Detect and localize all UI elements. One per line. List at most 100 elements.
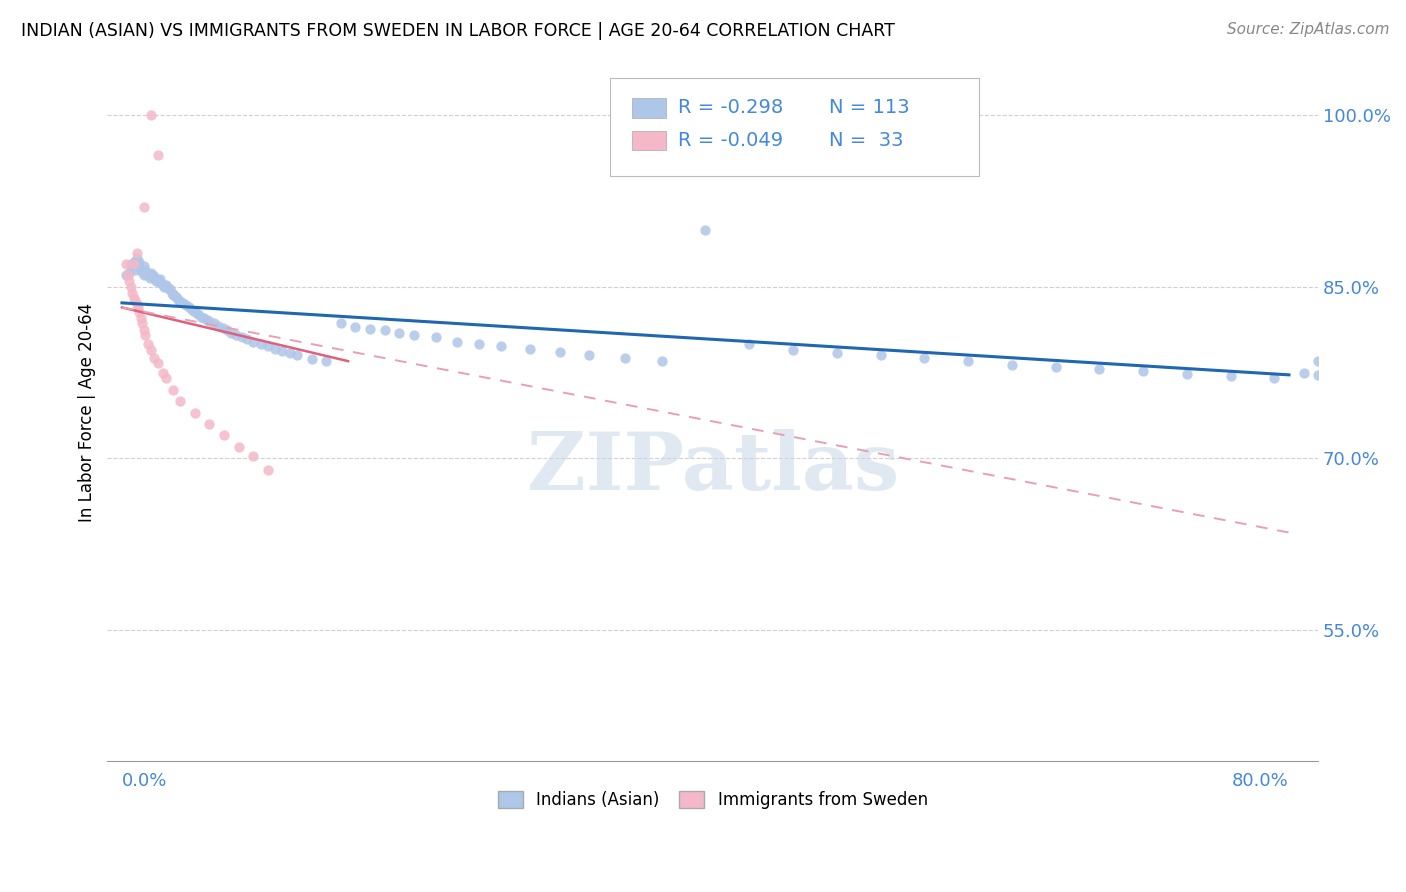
Point (143, 351, 166, 365)
Point (468, 337, 491, 351)
Point (184, 406, 207, 420)
Point (174, 298, 197, 312)
Point (519, 342, 541, 356)
Point (256, 463, 278, 477)
Point (1263, 371, 1285, 385)
Point (150, 277, 173, 291)
Point (136, 337, 159, 351)
Point (578, 348, 600, 362)
Point (181, 302, 204, 317)
Point (120, 280, 142, 294)
Point (402, 327, 425, 342)
Point (118, 266, 141, 280)
Point (187, 307, 209, 321)
Point (136, 268, 159, 283)
Point (1343, 371, 1365, 385)
Point (738, 337, 761, 351)
Point (242, 449, 264, 463)
Point (184, 305, 207, 319)
Point (155, 371, 177, 385)
Point (1365, 383, 1388, 397)
Point (125, 257, 148, 271)
Y-axis label: In Labor Force | Age 20-64: In Labor Force | Age 20-64 (79, 303, 96, 522)
Point (1368, 384, 1391, 399)
Point (1351, 374, 1374, 388)
Point (124, 293, 146, 308)
Point (548, 345, 571, 359)
Point (1329, 369, 1351, 384)
Point (167, 293, 190, 308)
Point (211, 321, 233, 335)
Point (1322, 356, 1344, 370)
Point (195, 313, 218, 327)
Point (1308, 368, 1330, 382)
Point (169, 293, 191, 308)
Point (242, 334, 264, 349)
Point (129, 310, 152, 325)
Point (128, 305, 150, 319)
Text: Source: ZipAtlas.com: Source: ZipAtlas.com (1226, 22, 1389, 37)
Legend: Indians (Asian), Immigrants from Sweden: Indians (Asian), Immigrants from Sweden (491, 784, 935, 815)
Point (1336, 362, 1358, 376)
Point (271, 343, 294, 358)
Point (614, 351, 637, 365)
Point (125, 252, 148, 266)
Point (153, 280, 176, 294)
Point (1292, 366, 1315, 380)
Point (193, 310, 215, 325)
Point (782, 343, 804, 357)
Point (1372, 387, 1395, 401)
Point (221, 326, 243, 340)
Point (128, 254, 150, 268)
Point (344, 319, 367, 334)
Text: R = -0.049: R = -0.049 (678, 131, 783, 150)
Bar (631, 131, 665, 151)
Point (1132, 364, 1154, 378)
Point (1329, 359, 1351, 374)
Point (190, 310, 212, 324)
Point (256, 339, 278, 353)
Point (131, 317, 153, 331)
Point (122, 254, 145, 268)
Point (359, 322, 381, 336)
Point (162, 288, 184, 302)
Point (198, 314, 221, 328)
Point (301, 351, 323, 366)
Point (131, 265, 153, 279)
Point (207, 318, 229, 333)
Text: N = 113: N = 113 (830, 98, 910, 118)
Point (212, 428, 235, 442)
Point (1358, 378, 1381, 392)
Text: 80.0%: 80.0% (1232, 772, 1289, 790)
Point (146, 272, 169, 286)
Point (388, 326, 411, 340)
Point (148, 274, 170, 288)
FancyBboxPatch shape (610, 78, 979, 176)
Point (124, 262, 146, 277)
Point (139, 108, 162, 122)
Point (157, 282, 180, 296)
Bar (631, 98, 665, 118)
Point (159, 282, 181, 296)
Point (118, 274, 141, 288)
Point (163, 288, 186, 302)
Point (139, 266, 162, 280)
Point (225, 327, 247, 342)
Point (165, 290, 187, 304)
Point (120, 257, 142, 271)
Point (166, 291, 188, 305)
Point (177, 301, 200, 315)
Point (152, 277, 174, 292)
Point (425, 330, 447, 344)
Point (121, 285, 143, 300)
Point (117, 268, 139, 283)
Point (122, 291, 145, 305)
Point (231, 330, 253, 344)
Point (172, 296, 194, 310)
Point (160, 285, 183, 300)
Point (139, 343, 162, 357)
Point (115, 257, 138, 271)
Point (215, 323, 238, 337)
Point (134, 262, 156, 277)
Point (315, 354, 337, 368)
